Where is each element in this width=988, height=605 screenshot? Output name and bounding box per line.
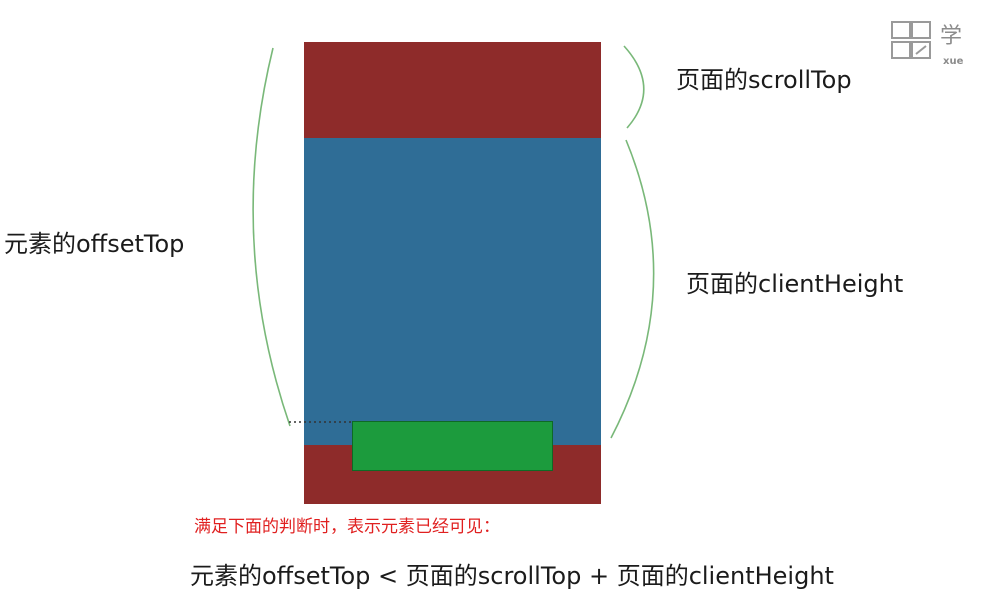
target-element [352,421,553,471]
watermark-sub-text: xue [943,56,964,67]
client-height-brace [610,139,655,439]
watermark-main-text: 学 [940,24,962,49]
page-top-region [304,42,601,138]
viewport-region [304,138,601,445]
visibility-formula: 元素的offsetTop < 页面的scrollTop + 页面的clientH… [190,562,834,590]
scroll-top-brace [623,45,645,129]
offset-top-brace [252,47,291,427]
offset-top-label: 元素的offsetTop [4,230,185,258]
watermark-logo-icon [891,21,931,59]
client-height-label: 页面的clientHeight [686,270,904,298]
visibility-note: 满足下面的判断时，表示元素已经可见： [194,517,500,537]
scroll-top-label: 页面的scrollTop [676,66,852,94]
